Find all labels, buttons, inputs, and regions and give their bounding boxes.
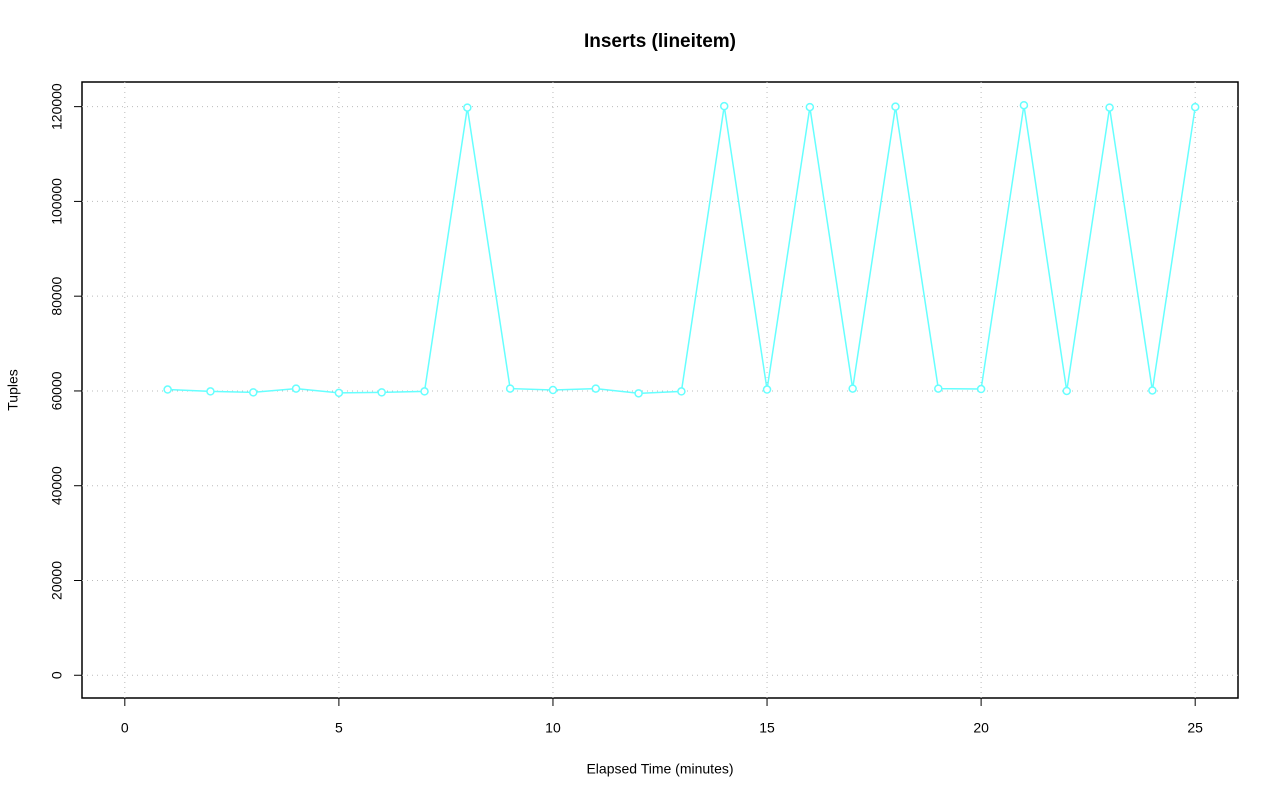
data-point bbox=[505, 384, 515, 393]
data-point bbox=[420, 387, 429, 396]
x-tick-label: 20 bbox=[973, 720, 989, 736]
data-point bbox=[591, 384, 601, 393]
data-point bbox=[677, 387, 686, 396]
x-tick-label: 5 bbox=[335, 720, 343, 736]
data-point bbox=[891, 102, 900, 111]
data-point bbox=[548, 385, 558, 395]
data-point bbox=[805, 102, 815, 112]
y-tick-label: 40000 bbox=[49, 466, 65, 505]
x-tick-label: 15 bbox=[759, 720, 775, 736]
y-tick-label: 120000 bbox=[49, 83, 65, 130]
x-tick-label: 0 bbox=[121, 720, 129, 736]
y-tick-label: 100000 bbox=[49, 178, 65, 225]
data-point bbox=[206, 387, 215, 396]
data-point bbox=[719, 101, 729, 111]
data-point bbox=[291, 384, 301, 393]
data-point bbox=[1062, 386, 1071, 396]
data-point bbox=[334, 388, 344, 398]
data-point bbox=[976, 384, 986, 394]
data-point bbox=[762, 385, 772, 394]
y-tick-label: 80000 bbox=[49, 277, 65, 316]
data-point bbox=[249, 388, 258, 397]
series-line bbox=[167, 105, 1196, 395]
data-point bbox=[377, 388, 386, 397]
y-tick-label: 20000 bbox=[49, 561, 65, 600]
y-tick-label: 60000 bbox=[49, 371, 65, 410]
y-axis-title: Tuples bbox=[5, 369, 21, 411]
data-point bbox=[934, 384, 943, 393]
data-point bbox=[163, 385, 172, 394]
data-point bbox=[463, 103, 472, 112]
data-point bbox=[1105, 103, 1114, 112]
plot-box bbox=[81, 81, 1239, 699]
data-point bbox=[1019, 100, 1029, 110]
y-tick-label: 0 bbox=[49, 671, 65, 679]
x-axis-title: Elapsed Time (minutes) bbox=[586, 761, 733, 777]
data-point bbox=[634, 389, 643, 398]
data-point bbox=[848, 384, 857, 393]
chart-title: Inserts (lineitem) bbox=[584, 31, 736, 52]
data-point bbox=[1190, 102, 1200, 112]
x-tick-label: 25 bbox=[1187, 720, 1203, 736]
x-tick-label: 10 bbox=[545, 720, 561, 736]
data-point bbox=[1148, 386, 1157, 395]
